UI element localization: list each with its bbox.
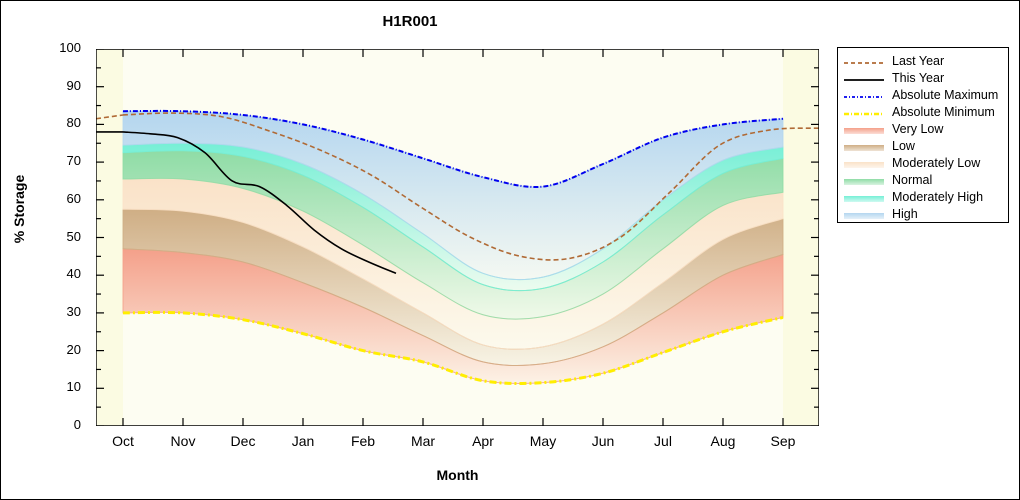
x-tick-label: Jun [591,433,615,449]
x-tick-label: May [529,433,557,449]
x-tick-label: Apr [472,433,494,449]
line-absolute-minimum [122,310,784,386]
legend-swatch-band [843,140,885,151]
chart-legend: Last Year This Year Absolute Maximum Absolu… [837,47,1009,223]
x-tick-label: Sep [770,433,796,449]
y-tick-label: 0 [73,417,81,432]
legend-item[interactable]: Very Low [843,120,1008,137]
legend-swatch-band [843,191,885,202]
legend-label: Very Low [892,121,944,136]
axis-lines [96,49,819,426]
chart-canvas [96,49,819,426]
x-tick-label: Nov [170,433,196,449]
plot-area [96,49,819,426]
y-tick-label: 10 [66,379,81,395]
legend-item[interactable]: Normal [843,171,1008,188]
x-tick-label: Feb [350,433,376,449]
legend-item[interactable]: Moderately Low [843,154,1008,171]
legend-label: Normal [892,172,933,187]
legend-item[interactable]: Low [843,137,1008,154]
y-tick-label: 30 [66,303,81,319]
line-last-year [122,112,819,261]
legend-label: Absolute Maximum [892,87,999,102]
legend-label: Absolute Minimum [892,104,995,119]
legend-swatch-line [843,106,885,117]
x-axis-label: Month [436,467,479,483]
x-tick-label: Mar [410,433,436,449]
y-tick-label: 100 [59,40,81,55]
legend-swatch-band [843,208,885,219]
legend-item[interactable]: High [843,205,1008,222]
x-tick-label: Jan [291,433,315,449]
y-tick-label: 70 [66,153,81,169]
line-last-year-lead [96,114,124,120]
legend-label: Low [892,138,915,153]
x-tick-label: Oct [112,433,134,449]
y-tick-label: 40 [66,266,81,282]
legend-item[interactable]: Absolute Minimum [843,103,1008,120]
legend-item[interactable]: This Year [843,69,1008,86]
x-tick-label: Aug [710,433,736,449]
legend-swatch-line [843,89,885,100]
legend-swatch-band [843,174,885,185]
chart-title: H1R001 [382,13,438,30]
legend-item[interactable]: Absolute Maximum [843,86,1008,103]
y-tick-label: 20 [66,341,81,357]
line-this-year [122,131,397,275]
legend-swatch-band [843,157,885,168]
legend-label: High [892,206,918,221]
legend-label: Moderately High [892,189,984,204]
x-tick-label: Dec [230,433,256,449]
legend-swatch-line [843,72,885,83]
line-absolute-maximum [122,109,784,189]
legend-item[interactable]: Last Year [843,52,1008,69]
y-tick-label: 50 [66,228,81,244]
legend-label: This Year [892,70,945,85]
legend-item[interactable]: Moderately High [843,188,1008,205]
y-tick-label: 90 [66,77,81,93]
legend-swatch-line [843,55,885,66]
y-tick-label: 60 [66,190,81,206]
legend-label: Last Year [892,53,945,68]
x-tick-label: Jul [654,433,672,449]
y-tick-label: 80 [66,115,81,131]
legend-swatch-band [843,123,885,134]
legend-label: Moderately Low [892,155,981,170]
